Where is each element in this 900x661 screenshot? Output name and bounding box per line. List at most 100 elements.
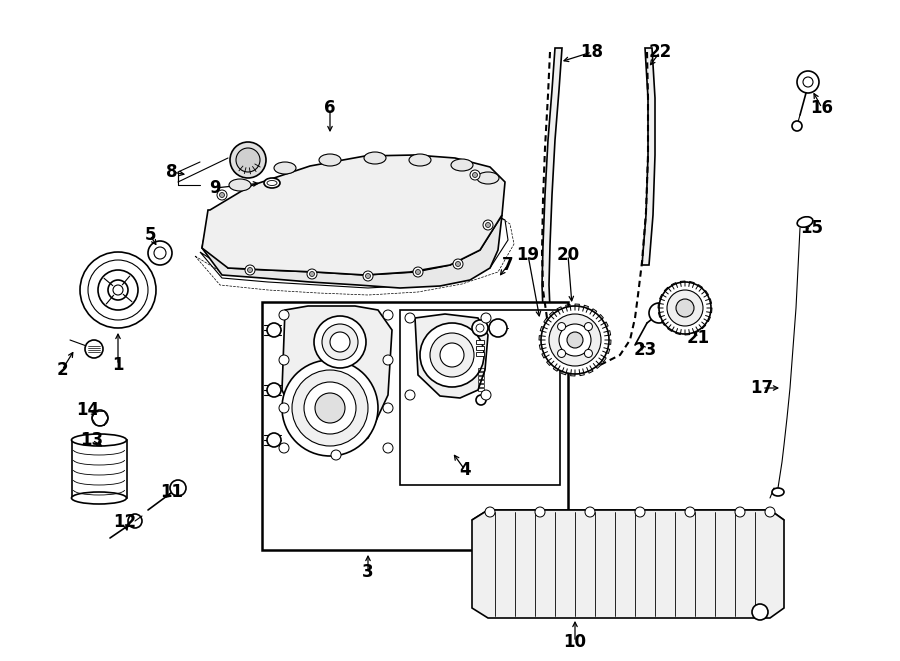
Circle shape: [314, 316, 366, 368]
Circle shape: [472, 173, 478, 178]
Circle shape: [267, 383, 281, 397]
Circle shape: [108, 280, 128, 300]
Circle shape: [476, 324, 484, 332]
Polygon shape: [202, 210, 502, 288]
Circle shape: [154, 247, 166, 259]
Text: 9: 9: [209, 179, 220, 197]
Circle shape: [481, 313, 491, 323]
Text: 10: 10: [563, 633, 587, 651]
Circle shape: [476, 395, 486, 405]
Polygon shape: [542, 48, 562, 330]
Circle shape: [88, 260, 148, 320]
Circle shape: [230, 142, 266, 178]
Circle shape: [113, 285, 123, 295]
Ellipse shape: [229, 179, 251, 191]
Polygon shape: [472, 510, 784, 528]
Circle shape: [279, 355, 289, 365]
Circle shape: [383, 443, 393, 453]
Circle shape: [292, 370, 368, 446]
Circle shape: [331, 450, 341, 460]
Bar: [400, 310, 560, 485]
Text: 20: 20: [556, 246, 580, 264]
Ellipse shape: [264, 178, 280, 188]
Ellipse shape: [71, 434, 127, 446]
Text: 19: 19: [517, 246, 540, 264]
Circle shape: [685, 507, 695, 517]
Text: 3: 3: [362, 563, 374, 581]
Circle shape: [307, 269, 317, 279]
Text: 5: 5: [144, 226, 156, 244]
Circle shape: [659, 282, 711, 334]
Circle shape: [383, 403, 393, 413]
Ellipse shape: [267, 180, 277, 186]
Text: 1: 1: [112, 356, 124, 374]
Text: 13: 13: [80, 431, 104, 449]
Ellipse shape: [319, 154, 341, 166]
Ellipse shape: [797, 217, 813, 227]
Bar: [72, 440, 127, 498]
Bar: [262, 302, 568, 550]
Text: 15: 15: [800, 219, 824, 237]
Circle shape: [330, 332, 350, 352]
Circle shape: [584, 350, 592, 358]
Circle shape: [546, 316, 594, 364]
Circle shape: [310, 272, 314, 276]
Circle shape: [279, 310, 289, 320]
Bar: [478, 384, 484, 387]
Circle shape: [765, 507, 775, 517]
Bar: [478, 380, 484, 383]
Circle shape: [85, 340, 103, 358]
Circle shape: [752, 604, 768, 620]
Circle shape: [267, 433, 281, 447]
Circle shape: [455, 262, 461, 266]
Circle shape: [558, 323, 565, 330]
Bar: [478, 372, 484, 375]
Text: 8: 8: [166, 163, 178, 181]
Circle shape: [667, 290, 703, 326]
Circle shape: [383, 355, 393, 365]
Circle shape: [217, 190, 227, 200]
Text: 12: 12: [113, 513, 137, 531]
Text: 6: 6: [324, 99, 336, 117]
Circle shape: [649, 303, 669, 323]
Bar: [476, 346, 484, 350]
Bar: [476, 340, 484, 344]
Polygon shape: [415, 314, 488, 398]
Text: 18: 18: [580, 43, 604, 61]
Text: 11: 11: [160, 483, 184, 501]
Circle shape: [420, 323, 484, 387]
Text: 14: 14: [76, 401, 100, 419]
Circle shape: [440, 343, 464, 367]
Ellipse shape: [364, 152, 386, 164]
Circle shape: [365, 274, 371, 278]
Circle shape: [797, 71, 819, 93]
Circle shape: [315, 393, 345, 423]
Ellipse shape: [71, 492, 127, 504]
Text: 21: 21: [687, 329, 709, 347]
Circle shape: [220, 192, 224, 198]
Circle shape: [363, 271, 373, 281]
Circle shape: [541, 306, 609, 374]
Circle shape: [453, 259, 463, 269]
Circle shape: [470, 170, 480, 180]
Circle shape: [676, 299, 694, 317]
Ellipse shape: [451, 159, 473, 171]
Text: 16: 16: [811, 99, 833, 117]
Circle shape: [489, 319, 507, 337]
Circle shape: [413, 267, 423, 277]
Circle shape: [472, 320, 488, 336]
Circle shape: [170, 480, 186, 496]
Circle shape: [585, 507, 595, 517]
Circle shape: [405, 313, 415, 323]
Polygon shape: [282, 306, 392, 452]
Circle shape: [430, 333, 474, 377]
Circle shape: [245, 265, 255, 275]
Circle shape: [80, 252, 156, 328]
Circle shape: [803, 77, 813, 87]
Circle shape: [98, 270, 138, 310]
Circle shape: [279, 443, 289, 453]
Circle shape: [128, 514, 142, 528]
Circle shape: [559, 324, 591, 356]
Circle shape: [567, 332, 583, 348]
Bar: [478, 376, 484, 379]
